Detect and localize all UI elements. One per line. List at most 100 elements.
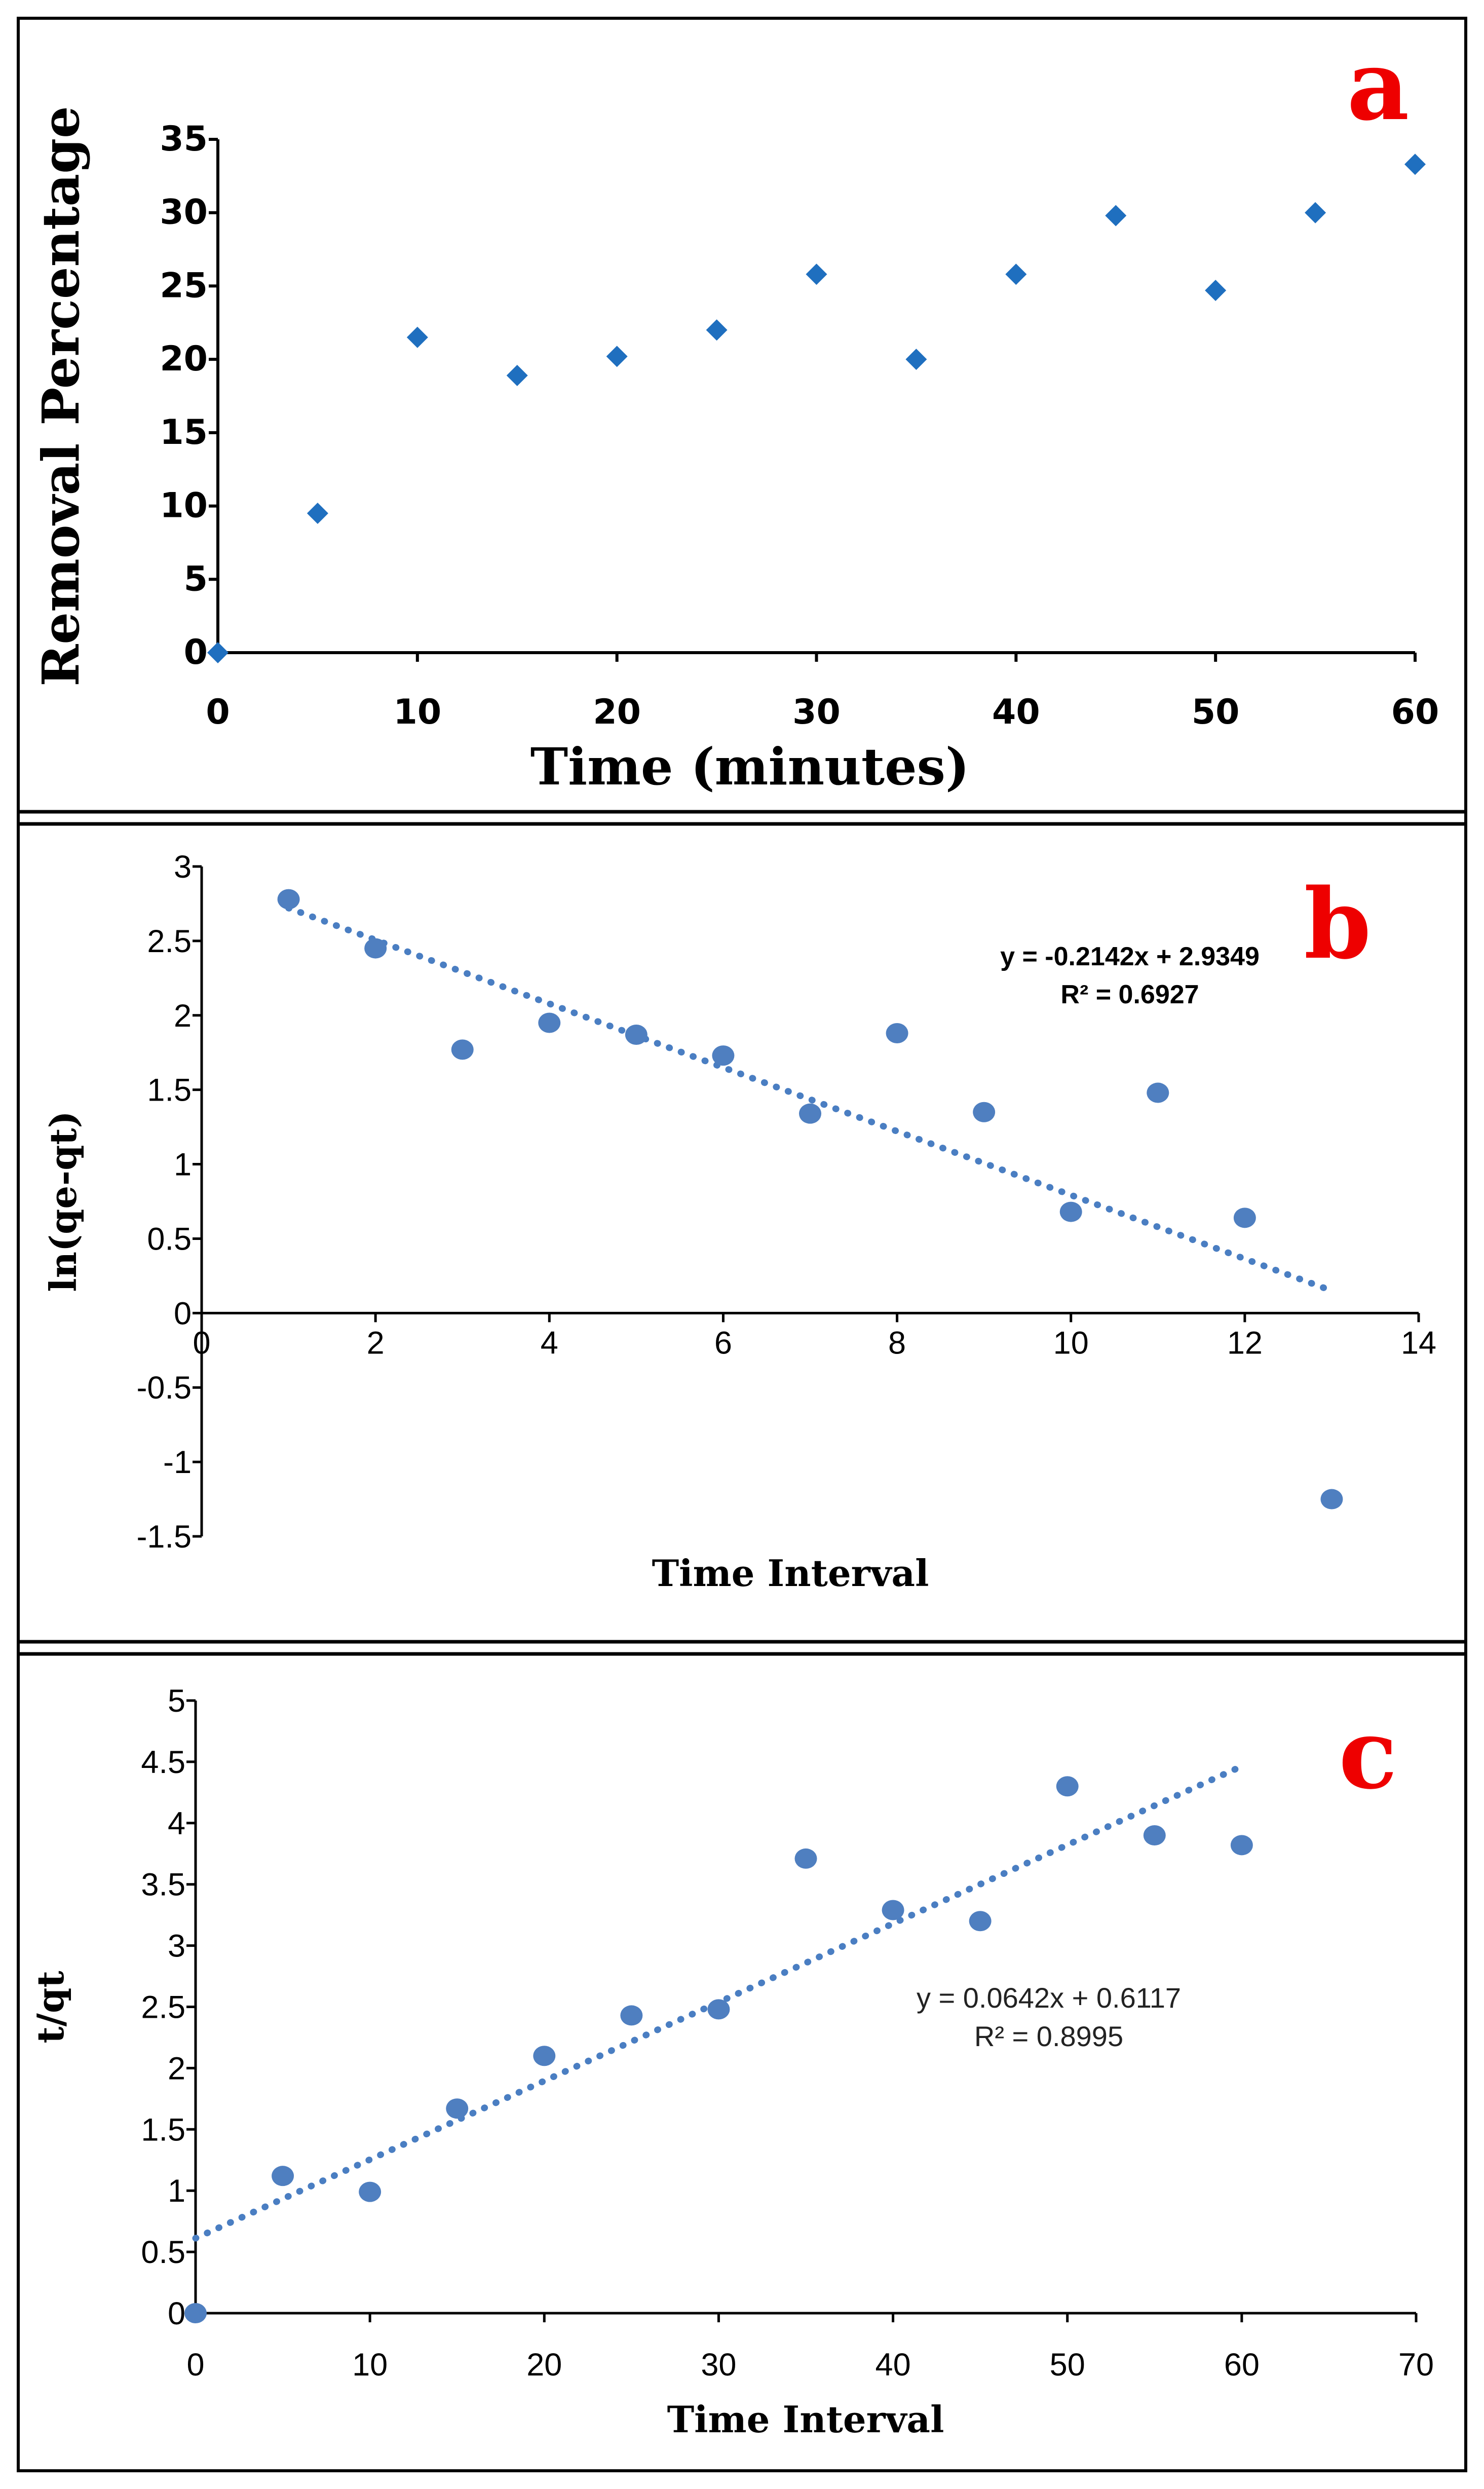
- panel-c-r-squared: R² = 0.8995: [974, 2020, 1123, 2052]
- panel-c-y-tick-label: 0.5: [141, 2235, 185, 2270]
- panel-c-x-tick-label: 50: [1050, 2347, 1085, 2383]
- panel-b-y-tick-label: 3: [174, 849, 192, 885]
- panel-c-data-point: [707, 1999, 730, 2020]
- panel-b-y-tick-label: -0.5: [136, 1370, 192, 1406]
- panel-b-data-point: [799, 1103, 821, 1124]
- panel-b-data-point: [1059, 1201, 1082, 1222]
- panel-a-y-tick-label: 15: [160, 412, 208, 452]
- panel-b-r-squared: R² = 0.6927: [1060, 980, 1199, 1009]
- panel-c-data-point: [1230, 1835, 1253, 1856]
- panel-a-x-tick-label: 10: [394, 692, 442, 732]
- panel-b-data-point: [364, 938, 387, 959]
- panel-a-data-point: [307, 503, 328, 524]
- panel-c-data-point: [969, 1911, 992, 1932]
- panel-c-x-tick-label: 20: [526, 2347, 562, 2383]
- panel-b-x-tick-label: 10: [1053, 1325, 1089, 1361]
- panel-b-y-tick-label: 1: [174, 1147, 192, 1183]
- panel-b-x-axis-title: Time Interval: [652, 1552, 929, 1595]
- panel-a-removal-chart: 0 5 10 15 20 25 30 35 0 10 20 30 40 50 60 Time (minutes…: [31, 29, 1439, 797]
- panel-a-data-point: [806, 263, 827, 285]
- panel-b-data-point: [277, 889, 300, 910]
- panel-c-y-tick-label: 3.5: [141, 1867, 185, 1903]
- panel-b-y-tick-label: -1: [163, 1445, 192, 1480]
- panel-b-data-point: [625, 1024, 648, 1045]
- panel-a-y-tick-label: 25: [160, 266, 208, 306]
- panel-a-data-point: [506, 364, 528, 386]
- panel-b-data-point: [973, 1102, 996, 1122]
- panel-b-x-tick-label: 14: [1401, 1325, 1436, 1361]
- panel-b-x-tick-label: 8: [888, 1325, 906, 1361]
- panel-a-data-point: [706, 319, 728, 341]
- panel-a-y-axis-title: Removal Percentage: [31, 106, 91, 687]
- panel-c-data-point: [882, 1900, 904, 1920]
- panel-a-x-axis-title: Time (minutes): [530, 737, 970, 797]
- panel-c-data-point: [794, 1848, 817, 1869]
- panel-c-data-point: [446, 2098, 469, 2119]
- panel-a-letter: a: [1347, 29, 1409, 142]
- panel-b-x-tick-label: 6: [714, 1325, 732, 1361]
- panel-a-x-tick-label: 60: [1391, 692, 1439, 732]
- panel-b-y-axis-title: ln(qe-qt): [42, 1111, 85, 1292]
- panel-c-data-point: [184, 2303, 207, 2323]
- panel-c-y-tick-label: 4.5: [141, 1745, 185, 1780]
- panel-a-data-point: [606, 346, 628, 367]
- panel-a-data-point: [207, 642, 229, 663]
- panel-b-data-point: [886, 1023, 908, 1044]
- panel-a-data-point: [1305, 202, 1326, 223]
- panel-c-letter: c: [1339, 1698, 1397, 1811]
- panel-c-y-tick-label: 2: [168, 2051, 185, 2086]
- panel-b-data-point: [1233, 1208, 1256, 1228]
- panel-b-data-point: [1147, 1082, 1169, 1103]
- panel-c-y-tick-label: 5: [168, 1683, 185, 1719]
- panel-a-data-point: [1404, 154, 1426, 175]
- panel-a-data-point: [905, 349, 927, 370]
- panel-c-data-point: [620, 2005, 643, 2026]
- panel-a-x-tick-label: 30: [792, 692, 841, 732]
- panel-b-y-tick-label: -1.5: [136, 1519, 192, 1555]
- panel-c-x-tick-label: 60: [1224, 2347, 1260, 2383]
- panel-b-data-point: [538, 1012, 561, 1033]
- panel-b-x-tick-label: 4: [541, 1325, 558, 1361]
- panel-a-y-tick-label: 35: [160, 119, 208, 159]
- panel-a-data-point: [1005, 263, 1027, 285]
- panel-b-data-point: [712, 1045, 735, 1066]
- panel-b-y-tick-label: 2.5: [147, 924, 192, 959]
- panel-c-trend-equation: y = 0.0642x + 0.6117: [917, 1982, 1181, 2014]
- panel-b-y-tick-label: 0: [174, 1296, 192, 1331]
- panel-a-x-tick-label: 0: [206, 692, 230, 732]
- panel-b-x-tick-label: 12: [1227, 1325, 1263, 1361]
- panel-c-data-point: [1056, 1776, 1079, 1797]
- panel-c-y-tick-label: 2.5: [141, 1990, 185, 2025]
- panel-b-x-tick-label: 0: [193, 1325, 210, 1361]
- panel-a-data-point: [1105, 205, 1127, 227]
- panel-c-x-tick-label: 40: [876, 2347, 911, 2383]
- panel-c-data-point: [272, 2166, 294, 2186]
- panel-c-y-tick-label: 4: [168, 1806, 185, 1841]
- panel-b-y-tick-label: 1.5: [147, 1073, 192, 1108]
- panel-c-y-tick-label: 3: [168, 1929, 185, 1964]
- panel-c-y-tick-label: 0: [168, 2296, 185, 2331]
- panel-b-data-point: [451, 1039, 474, 1060]
- panel-a-y-tick-label: 10: [160, 486, 208, 526]
- panel-c-data-point: [533, 2046, 556, 2066]
- panel-a-x-tick-label: 40: [992, 692, 1040, 732]
- panel-c-data-point: [1143, 1825, 1166, 1845]
- panel-c-trendline: [192, 1763, 1245, 2242]
- panel-a-y-tick-label: 20: [160, 339, 208, 379]
- panel-a-y-tick-label: 5: [184, 559, 208, 599]
- panel-a-y-tick-label: 30: [160, 193, 208, 233]
- panel-c-x-tick-label: 30: [701, 2347, 736, 2383]
- panel-a-data-point: [1205, 280, 1227, 301]
- panel-c-x-tick-label: 10: [352, 2347, 388, 2383]
- panel-c-y-axis-title: t/qt: [29, 1971, 72, 2043]
- panel-c-pseudo-second-order-chart: 00.511.522.533.544.550 10 20 30 40 50 60 70Time…: [29, 1683, 1434, 2441]
- panel-c-x-axis-title: Time Interval: [667, 2398, 944, 2441]
- panel-c-x-tick-label: 70: [1398, 2347, 1434, 2383]
- panel-a-y-tick-label: 0: [184, 632, 208, 672]
- panel-c-y-tick-label: 1.5: [141, 2112, 185, 2147]
- panel-a-data-point: [406, 326, 428, 348]
- panel-b-trendline: [285, 904, 1335, 1294]
- panel-c-data-point: [359, 2181, 382, 2202]
- panel-b-data-point: [1320, 1489, 1343, 1510]
